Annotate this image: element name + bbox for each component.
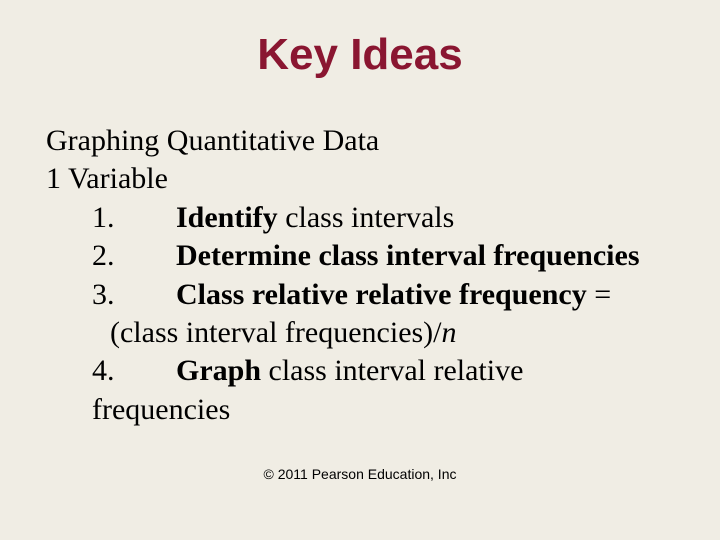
list-item-4-wrap: frequencies xyxy=(92,391,674,429)
slide-title: Key Ideas xyxy=(40,30,680,80)
list-after-3: = xyxy=(587,278,611,311)
list-wrap-4-plain: frequencies xyxy=(92,393,230,426)
heading-graphing: Graphing Quantitative Data xyxy=(46,122,674,160)
list-item-4: 4. Graph class interval relative xyxy=(92,352,674,390)
list-number-1: 1. xyxy=(92,199,115,237)
list-lead-1: Identify xyxy=(176,201,278,234)
list-lead-4: Graph xyxy=(176,354,261,387)
heading-variable: 1 Variable xyxy=(46,160,674,198)
list-rest-2: class interval frequencies xyxy=(311,239,640,272)
body-text: Graphing Quantitative Data 1 Variable 1.… xyxy=(40,122,680,429)
slide: Key Ideas Graphing Quantitative Data 1 V… xyxy=(0,0,720,540)
list-number-4: 4. xyxy=(92,352,115,390)
list-item-1: 1. Identify class intervals xyxy=(92,199,674,237)
list-number-2: 2. xyxy=(92,237,115,275)
list-wrap-3-plain: (class interval frequencies)/ xyxy=(110,316,442,349)
list-rest-1: class intervals xyxy=(278,201,455,234)
list-lead-3: Class relative relative frequency xyxy=(176,278,587,311)
copyright-text: © 2011 Pearson Education, Inc xyxy=(0,466,720,482)
list-rest-4: class interval relative xyxy=(261,354,523,387)
list-item-3-wrap: (class interval frequencies)/n xyxy=(92,314,674,352)
list-item-2: 2. Determine class interval frequencies xyxy=(92,237,674,275)
list-item-3: 3. Class relative relative frequency = xyxy=(92,276,674,314)
numbered-list: 1. Identify class intervals 2. Determine… xyxy=(46,199,674,429)
list-wrap-3-italic: n xyxy=(442,316,457,349)
list-lead-2: Determine xyxy=(176,239,311,272)
list-number-3: 3. xyxy=(92,276,115,314)
